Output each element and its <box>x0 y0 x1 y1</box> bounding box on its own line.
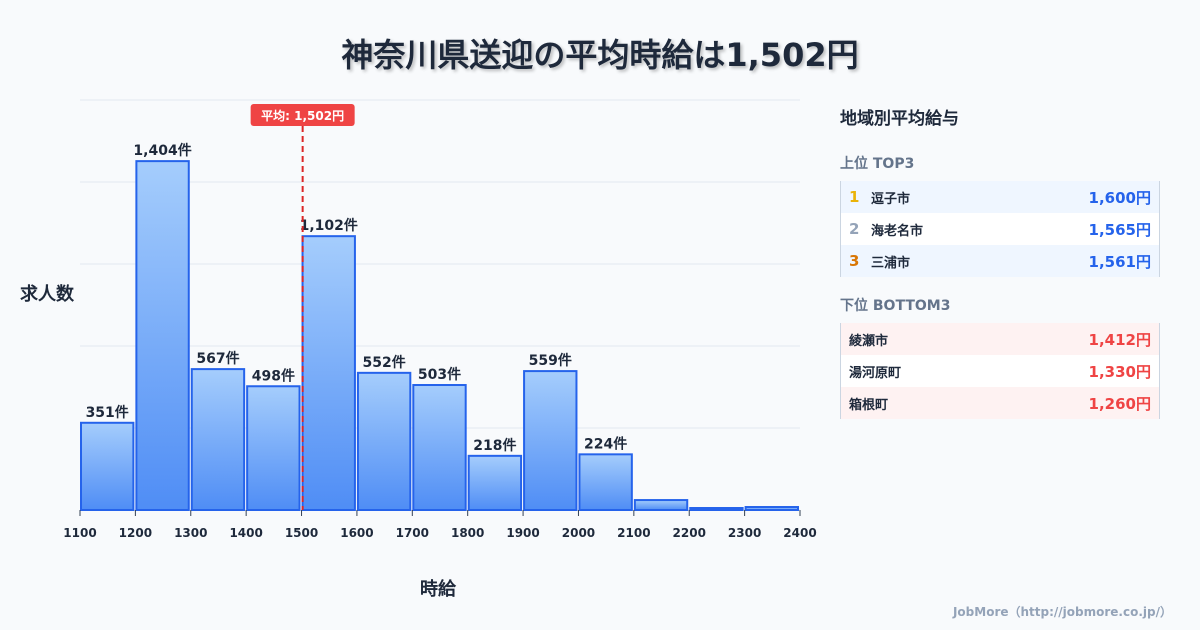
bar <box>190 368 246 512</box>
x-tick-label: 2400 <box>783 526 816 540</box>
bar <box>689 507 744 511</box>
bar <box>744 506 799 512</box>
bottom3-table: 綾瀬市 1,412円湯河原町 1,330円箱根町 1,260円 <box>840 323 1160 419</box>
avg-wage: 1,565円 <box>1088 220 1151 239</box>
avg-wage: 1,600円 <box>1088 188 1151 207</box>
ranking-row: 2 海老名市 1,565円 <box>841 213 1159 245</box>
page-title: 神奈川県送迎の平均時給は1,502円 <box>341 36 859 74</box>
city-name: 海老名市 <box>871 223 924 239</box>
bar <box>135 160 190 512</box>
x-tick-label: 1900 <box>506 526 539 540</box>
bar-label: 1,404件 <box>133 142 191 159</box>
avg-wage: 1,561円 <box>1088 252 1151 271</box>
x-tick-label: 1400 <box>229 526 262 540</box>
footer-credit: JobMore（http://jobmore.co.jp/） <box>952 605 1172 619</box>
x-tick-label: 1200 <box>119 526 152 540</box>
x-tick-label: 1100 <box>63 526 96 540</box>
bar-label: 351件 <box>86 404 129 421</box>
ranking-row: 1 逗子市 1,600円 <box>841 181 1159 213</box>
top3-table: 1 逗子市 1,600円 2 海老名市 1,565円 3 三浦市 1,561円 <box>840 181 1160 277</box>
x-tick-label: 2000 <box>562 526 595 540</box>
bar <box>412 384 467 511</box>
avg-wage: 1,260円 <box>1088 394 1151 413</box>
panel-title: 地域別平均給与 <box>840 109 959 129</box>
bar-label: 559件 <box>529 352 572 369</box>
bottom3-label: 下位 BOTTOM3 <box>840 298 951 314</box>
ranking-row: 3 三浦市 1,561円 <box>841 245 1159 277</box>
bar <box>578 453 633 511</box>
x-tick-label: 2200 <box>673 526 706 540</box>
city-name: 綾瀬市 <box>849 333 889 349</box>
bar <box>80 421 135 512</box>
city-name: 箱根町 <box>849 397 889 413</box>
bar <box>467 454 523 511</box>
ranking-row: 湯河原町 1,330円 <box>841 355 1159 387</box>
x-tick-label: 1300 <box>174 526 207 540</box>
bar-label: 503件 <box>418 366 461 383</box>
bar-label: 567件 <box>196 350 239 367</box>
bar-label: 498件 <box>252 367 295 384</box>
x-tick-label: 1600 <box>340 526 373 540</box>
bar <box>246 385 301 511</box>
x-tick-label: 1700 <box>396 526 429 540</box>
bar-label: 218件 <box>473 437 516 454</box>
city-name: 逗子市 <box>871 191 911 207</box>
mean-badge <box>250 104 355 126</box>
ranking-row: 綾瀬市 1,412円 <box>841 323 1159 355</box>
regional-panel: 地域別平均給与 上位 TOP3 1 逗子市 1,600円 2 海老名市 1,565円 3 三浦… <box>840 104 1160 437</box>
city-name: 三浦市 <box>871 255 911 271</box>
x-tick-label: 1500 <box>285 526 318 540</box>
avg-wage: 1,412円 <box>1088 330 1151 349</box>
bar-label: 552件 <box>362 354 405 371</box>
mean-label: 平均: 1,502円 <box>261 108 344 123</box>
x-tick-label: 1800 <box>451 526 484 540</box>
bar <box>633 499 689 512</box>
top3-label: 上位 TOP3 <box>840 156 915 172</box>
bar-label: 1,102件 <box>300 217 358 234</box>
rank: 2 <box>849 220 860 238</box>
bar <box>523 370 578 511</box>
bar <box>301 235 356 511</box>
rank: 1 <box>849 188 860 206</box>
city-name: 湯河原町 <box>849 365 902 381</box>
x-tick-label: 2100 <box>617 526 650 540</box>
bar-label: 224件 <box>584 435 627 452</box>
x-axis-label: 時給 <box>420 579 456 600</box>
rank: 3 <box>849 252 860 270</box>
bar <box>356 371 412 511</box>
x-tick-label: 2300 <box>728 526 761 540</box>
avg-wage: 1,330円 <box>1088 362 1151 381</box>
y-axis-label: 求人数 <box>20 284 74 305</box>
ranking-row: 箱根町 1,260円 <box>841 387 1159 419</box>
